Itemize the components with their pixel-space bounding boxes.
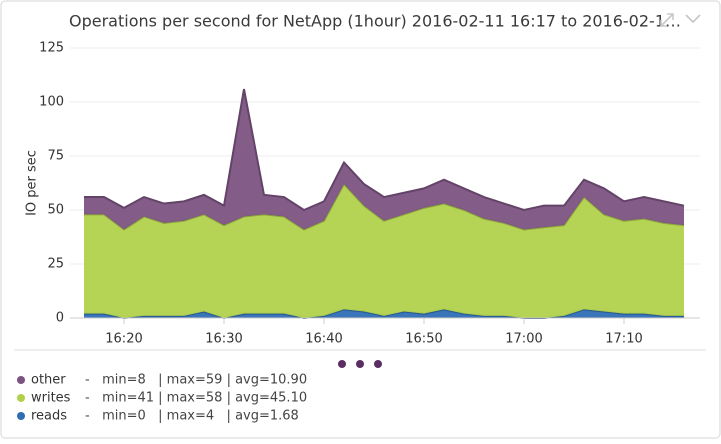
x-tick-label: 16:30 [205, 332, 242, 347]
x-tick-label: 16:50 [405, 332, 442, 347]
plot [70, 47, 700, 324]
y-tick-label: 50 [47, 203, 64, 218]
legend-swatch [17, 412, 25, 420]
pager-dot[interactable] [356, 360, 364, 368]
y-tick-label: 0 [56, 311, 64, 326]
y-tick-label: 125 [39, 41, 64, 56]
legend-stats: - min=41 | max=58 | avg=45.10 [85, 391, 307, 406]
area [84, 89, 684, 230]
legend-label: other [31, 373, 66, 388]
collapse-icon[interactable] [685, 14, 701, 24]
legend-label: reads [31, 409, 67, 424]
legend-stats: - min=8 | max=59 | avg=10.90 [85, 373, 307, 388]
expand-icon[interactable] [660, 13, 674, 27]
chart-title: Operations per second for NetApp (1hour)… [69, 12, 681, 31]
x-tick-label: 17:10 [605, 332, 642, 347]
y-axis-label: IO per sec [25, 150, 40, 216]
area [84, 184, 684, 318]
legend-swatch [17, 394, 25, 402]
pager-dot[interactable] [338, 360, 346, 368]
y-tick-label: 100 [39, 95, 64, 110]
pager-dot[interactable] [374, 360, 382, 368]
legend-label: writes [31, 391, 71, 406]
x-tick-label: 16:40 [305, 332, 342, 347]
legend-swatch [17, 376, 25, 384]
y-tick-label: 75 [47, 149, 64, 164]
legend-stats: - min=0 | max=4 | avg=1.68 [85, 409, 299, 424]
y-tick-label: 25 [47, 257, 64, 272]
x-tick-label: 17:00 [505, 332, 542, 347]
x-tick-label: 16:20 [105, 332, 142, 347]
area-line [84, 88, 685, 212]
